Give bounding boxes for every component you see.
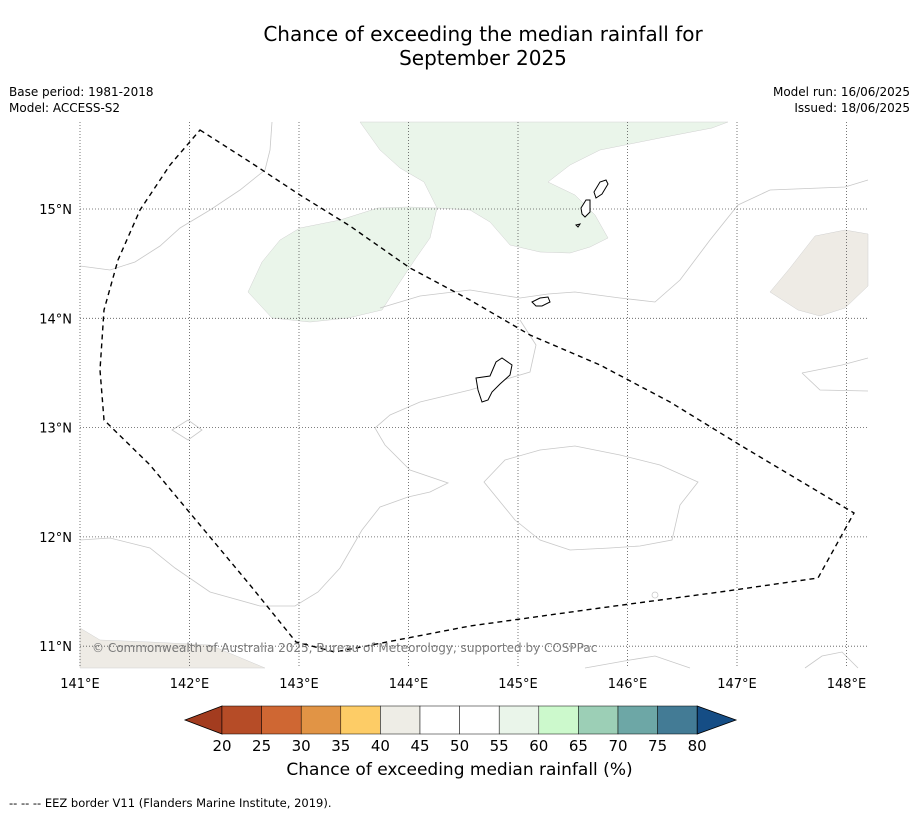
colorbar-tick-label: 30 bbox=[292, 737, 311, 755]
colorbar-tick-label: 40 bbox=[371, 737, 390, 755]
latitude-labels: 15°N 14°N 13°N 12°N 11°N bbox=[39, 203, 72, 655]
contour-line bbox=[584, 655, 691, 669]
longitude-labels: 141°E 142°E 143°E 144°E 145°E 146°E 147°E 148°E bbox=[60, 677, 866, 692]
contour-line bbox=[171, 419, 203, 441]
guam-island bbox=[475, 357, 513, 403]
colorbar-tick-label: 20 bbox=[212, 737, 231, 755]
colorbar-segment bbox=[538, 705, 579, 735]
contour-line bbox=[483, 445, 699, 551]
meta-right: Model run: 16/06/2025 Issued: 18/06/2025 bbox=[773, 84, 910, 116]
green-region-west bbox=[247, 206, 438, 323]
colorbar-segment bbox=[617, 705, 658, 735]
issued-date: Issued: 18/06/2025 bbox=[794, 101, 910, 115]
colorbar-segment bbox=[578, 705, 619, 735]
latitude-label: 14°N bbox=[39, 312, 72, 327]
colorbar-segment bbox=[380, 705, 421, 735]
colorbar-tick-label: 70 bbox=[608, 737, 627, 755]
colorbar-segment bbox=[498, 705, 540, 735]
green-region-north bbox=[359, 121, 729, 254]
longitude-label: 146°E bbox=[608, 677, 648, 692]
colorbar-tick-label: 25 bbox=[252, 737, 271, 755]
latitude-label: 15°N bbox=[39, 203, 72, 218]
colorbar-tick-label: 75 bbox=[648, 737, 667, 755]
latitude-label: 12°N bbox=[39, 531, 72, 546]
colorbar-segment bbox=[340, 705, 381, 735]
base-period: Base period: 1981-2018 bbox=[9, 85, 154, 99]
colorbar-segment bbox=[419, 705, 460, 735]
longitude-label: 142°E bbox=[170, 677, 210, 692]
grey-region-east bbox=[769, 229, 869, 317]
longitude-label: 147°E bbox=[717, 677, 757, 692]
tinian-island bbox=[580, 199, 591, 218]
contour-line bbox=[79, 121, 273, 271]
colorbar-segment bbox=[300, 705, 342, 735]
title-line-1: Chance of exceeding the median rainfall … bbox=[263, 22, 703, 46]
model-run: Model run: 16/06/2025 bbox=[772, 85, 910, 99]
longitude-label: 143°E bbox=[279, 677, 319, 692]
colorbar-tick-label: 35 bbox=[331, 737, 350, 755]
contour-line bbox=[804, 651, 859, 669]
contour-line bbox=[379, 179, 869, 309]
gridlines bbox=[79, 122, 868, 668]
colorbar-segment bbox=[261, 705, 302, 735]
title-line-2: September 2025 bbox=[399, 46, 567, 70]
colorbar-segment bbox=[221, 705, 262, 735]
rota-island bbox=[531, 296, 551, 307]
colorbar-tick-label: 65 bbox=[569, 737, 588, 755]
latitude-label: 11°N bbox=[39, 640, 72, 655]
colorbar: 20 25 30 35 40 45 50 55 60 65 70 75 80 bbox=[183, 705, 738, 755]
meta-left: Base period: 1981-2018 Model: ACCESS-S2 bbox=[9, 84, 154, 116]
islands bbox=[475, 179, 609, 403]
contour-line bbox=[801, 357, 869, 374]
longitude-label: 145°E bbox=[498, 677, 538, 692]
colorbar-segment bbox=[657, 705, 698, 735]
colorbar-tick-label: 60 bbox=[529, 737, 548, 755]
colorbar-tick-label: 55 bbox=[490, 737, 509, 755]
contour-line bbox=[79, 319, 537, 607]
colorbar-label: Chance of exceeding median rainfall (%) bbox=[286, 760, 633, 780]
contour-dot bbox=[651, 591, 659, 599]
contour-line bbox=[801, 372, 869, 392]
aguijan-island bbox=[575, 223, 582, 228]
colorbar-tick-label: 50 bbox=[450, 737, 469, 755]
eez-footnote: -- -- -- EEZ border V11 (Flanders Marine… bbox=[9, 796, 332, 810]
contour-lines bbox=[79, 121, 869, 669]
map-area bbox=[79, 121, 869, 669]
colorbar-tick-label: 80 bbox=[688, 737, 707, 755]
colorbar-extend-low bbox=[183, 705, 223, 735]
eez-border bbox=[99, 129, 855, 653]
colorbar-segment bbox=[459, 705, 500, 735]
model-name: Model: ACCESS-S2 bbox=[9, 101, 121, 115]
longitude-label: 148°E bbox=[827, 677, 867, 692]
latitude-label: 13°N bbox=[39, 422, 72, 437]
copyright-text: © Commonwealth of Australia 2025, Bureau… bbox=[92, 641, 598, 655]
colorbar-extend-high bbox=[696, 705, 738, 735]
saipan-island bbox=[593, 179, 609, 199]
colorbar-tick-label: 45 bbox=[410, 737, 429, 755]
map-title: Chance of exceeding the median rainfall … bbox=[0, 22, 919, 70]
grey-region-southwest bbox=[79, 627, 266, 669]
longitude-label: 141°E bbox=[60, 677, 100, 692]
longitude-label: 144°E bbox=[389, 677, 429, 692]
